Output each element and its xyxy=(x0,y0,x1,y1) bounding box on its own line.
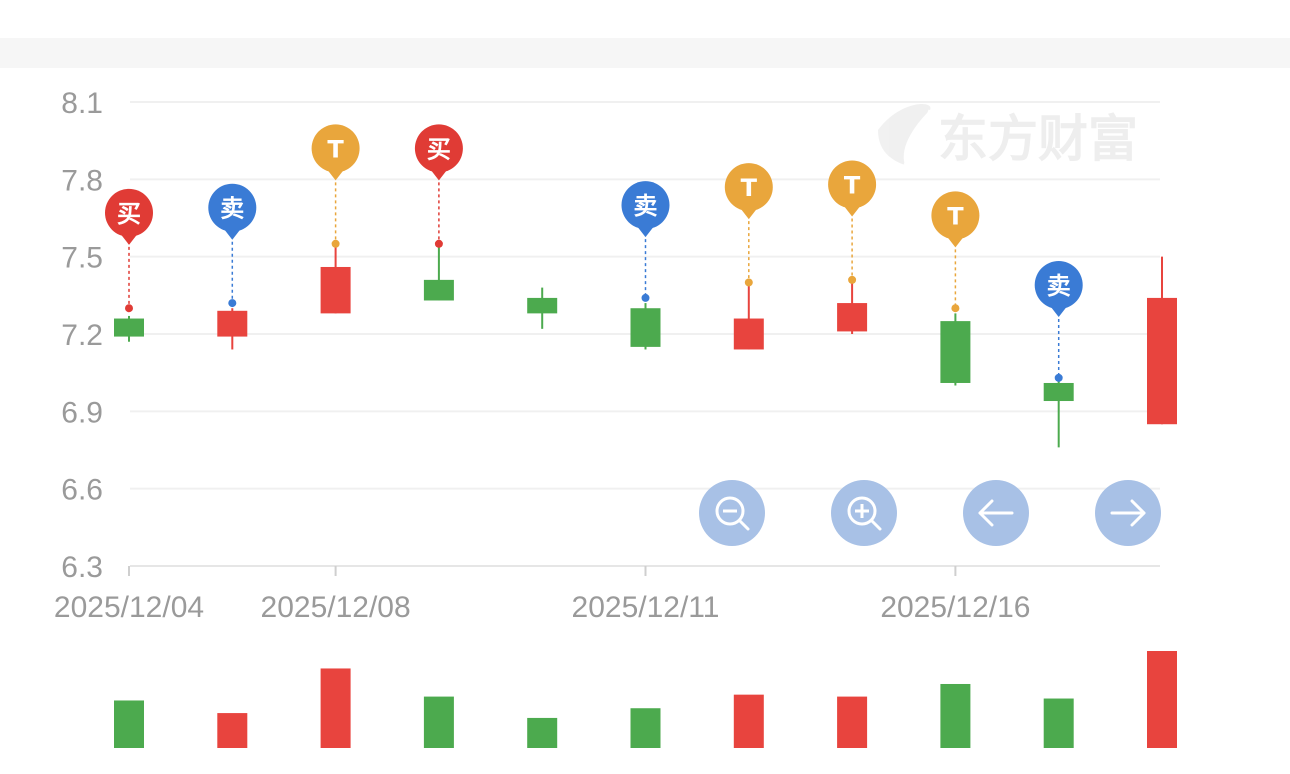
candle xyxy=(217,308,248,350)
candle xyxy=(630,303,661,350)
candle xyxy=(1043,380,1074,448)
y-tick-label: 6.9 xyxy=(61,396,103,429)
marker-label: T xyxy=(741,174,758,202)
volume-bar xyxy=(1147,651,1177,748)
y-tick-label: 7.5 xyxy=(61,242,103,275)
marker-pin xyxy=(621,181,670,230)
marker-label: 卖 xyxy=(1047,272,1071,300)
marker-pin xyxy=(724,163,773,212)
candle-body xyxy=(733,318,764,350)
marker-dot xyxy=(848,275,857,284)
candle-body xyxy=(837,303,868,332)
arrow-left-icon xyxy=(978,499,1014,527)
volume-bar xyxy=(1043,698,1074,748)
candle-body xyxy=(1043,382,1074,402)
chart-controls xyxy=(699,480,1161,546)
zoom-in-icon xyxy=(847,496,882,531)
candle-body xyxy=(217,310,248,337)
volume-bar xyxy=(114,700,144,748)
volume-bar xyxy=(733,694,764,748)
marker-label: 卖 xyxy=(634,192,658,220)
marker-pin xyxy=(828,160,877,209)
x-tick-label: 2025/12/08 xyxy=(261,591,411,624)
trade-markers: 买卖T 买卖T TT卖 xyxy=(105,124,1083,382)
candle-body xyxy=(940,321,971,383)
marker-pin xyxy=(311,124,360,173)
marker-pin xyxy=(105,188,153,237)
candle-body xyxy=(527,297,558,314)
candle xyxy=(837,279,868,334)
x-tick-label: 2025/12/16 xyxy=(880,591,1030,624)
candle-body xyxy=(423,279,454,301)
candle xyxy=(114,315,144,342)
marker-label: T xyxy=(327,135,344,163)
y-tick-label: 7.8 xyxy=(61,164,103,197)
volume-bars xyxy=(114,651,1177,748)
marker-pin xyxy=(208,183,257,232)
watermark-text: 东方财富 xyxy=(938,110,1138,168)
volume-bar xyxy=(320,668,351,748)
marker-dot xyxy=(331,239,340,248)
candle-body xyxy=(114,318,144,337)
volume-bar xyxy=(630,708,661,748)
marker-dot xyxy=(228,299,237,308)
y-tick-label: 8.1 xyxy=(61,87,103,120)
candle-body xyxy=(630,308,661,347)
marker-label: T xyxy=(947,202,964,230)
volume-bar xyxy=(423,696,454,748)
volume-bar xyxy=(940,683,971,748)
marker-label: T xyxy=(844,171,861,199)
trade-marker: 买 xyxy=(105,188,153,313)
marker-dot xyxy=(1054,373,1063,382)
trade-marker: T xyxy=(724,163,773,287)
candle xyxy=(527,287,558,329)
candles xyxy=(114,246,1177,448)
candle xyxy=(1147,256,1177,425)
x-tick-label: 2025/12/04 xyxy=(54,591,204,624)
marker-dot xyxy=(951,304,960,313)
trade-marker: T xyxy=(311,124,360,248)
trade-marker: 卖 xyxy=(208,183,257,308)
candle xyxy=(940,313,971,386)
marker-dot xyxy=(434,239,443,248)
volume-bar xyxy=(217,713,248,748)
marker-pin xyxy=(414,124,463,173)
candle-body xyxy=(1147,297,1177,425)
candle xyxy=(320,246,351,314)
zoom-out-button[interactable] xyxy=(699,480,765,546)
arrow-right-icon xyxy=(1110,499,1146,527)
y-tick-label: 6.6 xyxy=(61,474,103,507)
top-band xyxy=(0,38,1290,68)
y-tick-label: 7.2 xyxy=(61,319,103,352)
marker-dot xyxy=(125,304,133,313)
marker-dot xyxy=(744,278,753,287)
candle xyxy=(423,246,454,301)
volume-bar xyxy=(527,717,558,748)
volume-bar xyxy=(837,696,868,748)
zoom-out-icon xyxy=(715,496,750,531)
marker-dot xyxy=(641,293,650,302)
candle xyxy=(733,282,764,350)
feather-logo-icon xyxy=(878,104,932,166)
marker-pin xyxy=(931,191,980,240)
y-tick-label: 6.3 xyxy=(61,551,103,584)
trade-marker: 买 xyxy=(414,124,463,248)
trade-marker: 卖 xyxy=(1034,261,1083,382)
scroll-right-button[interactable] xyxy=(1095,480,1161,546)
zoom-in-button[interactable] xyxy=(831,480,897,546)
marker-label: 买 xyxy=(117,200,141,228)
trade-marker: T xyxy=(931,191,980,313)
x-tick-label: 2025/12/11 xyxy=(572,591,720,624)
marker-label: 卖 xyxy=(220,195,244,223)
scroll-left-button[interactable] xyxy=(963,480,1029,546)
x-axis: 2025/12/04 2025/12/08 2025/12/11 2025/12/16 xyxy=(54,565,1160,624)
trade-marker: 卖 xyxy=(621,181,670,302)
y-axis: 8.1 7.8 7.5 7.2 6.9 6.6 6.3 xyxy=(61,87,103,584)
marker-label: 买 xyxy=(427,135,451,163)
trade-marker: T xyxy=(828,160,877,284)
candle-body xyxy=(320,266,351,314)
watermark-logo: 东方财富 xyxy=(878,104,1138,168)
marker-pin xyxy=(1034,261,1083,310)
